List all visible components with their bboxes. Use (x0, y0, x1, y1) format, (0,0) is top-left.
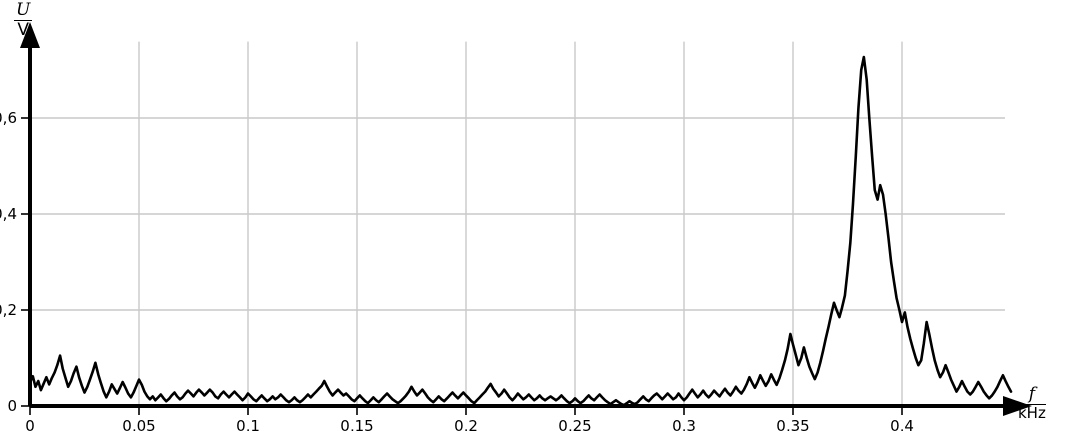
x-axis-tick-label: 0,2 (454, 417, 478, 431)
axis-ticks (21, 117, 903, 415)
axes (20, 22, 1032, 416)
tick-text: 0 0,05 0,1 0,15 0,2 0,25 0,3 0,35 0,4 0 0,2 0,4 0,6 (0, 109, 914, 431)
y-axis-tick-label: 0,6 (0, 109, 17, 127)
x-axis-tick-label: 0,3 (672, 417, 696, 431)
data-series (28, 55, 1013, 407)
x-axis-label-fraction: f kHz (1018, 386, 1046, 421)
y-axis-tick-label: 0,2 (0, 301, 17, 319)
y-axis-tick-label: 0 (7, 397, 17, 415)
x-axis-tick-label: 0,15 (340, 417, 373, 431)
x-axis-label: f kHz (1018, 386, 1046, 421)
x-axis-tick-label: 0,4 (890, 417, 914, 431)
y-axis-label-fraction: U V (14, 0, 33, 40)
x-axis-tick-label: 0 (25, 417, 35, 431)
series-line-spectrum (28, 55, 1013, 407)
y-axis-arrow-icon (20, 22, 40, 48)
y-axis-label-denominator: V (17, 20, 29, 40)
x-axis-tick-label: 0,05 (122, 417, 155, 431)
x-axis-label-numerator: f (1018, 386, 1046, 405)
x-axis-tick-label: 0,35 (776, 417, 809, 431)
x-axis-tick-label: 0,1 (236, 417, 260, 431)
x-axis-label-denominator: kHz (1018, 404, 1046, 422)
y-axis-tick-label: 0,4 (0, 205, 17, 223)
y-axis-label: U V (14, 0, 33, 40)
x-axis-arrow-icon (1003, 396, 1032, 416)
x-axis-tick-label: 0,25 (558, 417, 591, 431)
y-axis-label-numerator: U (14, 0, 33, 21)
